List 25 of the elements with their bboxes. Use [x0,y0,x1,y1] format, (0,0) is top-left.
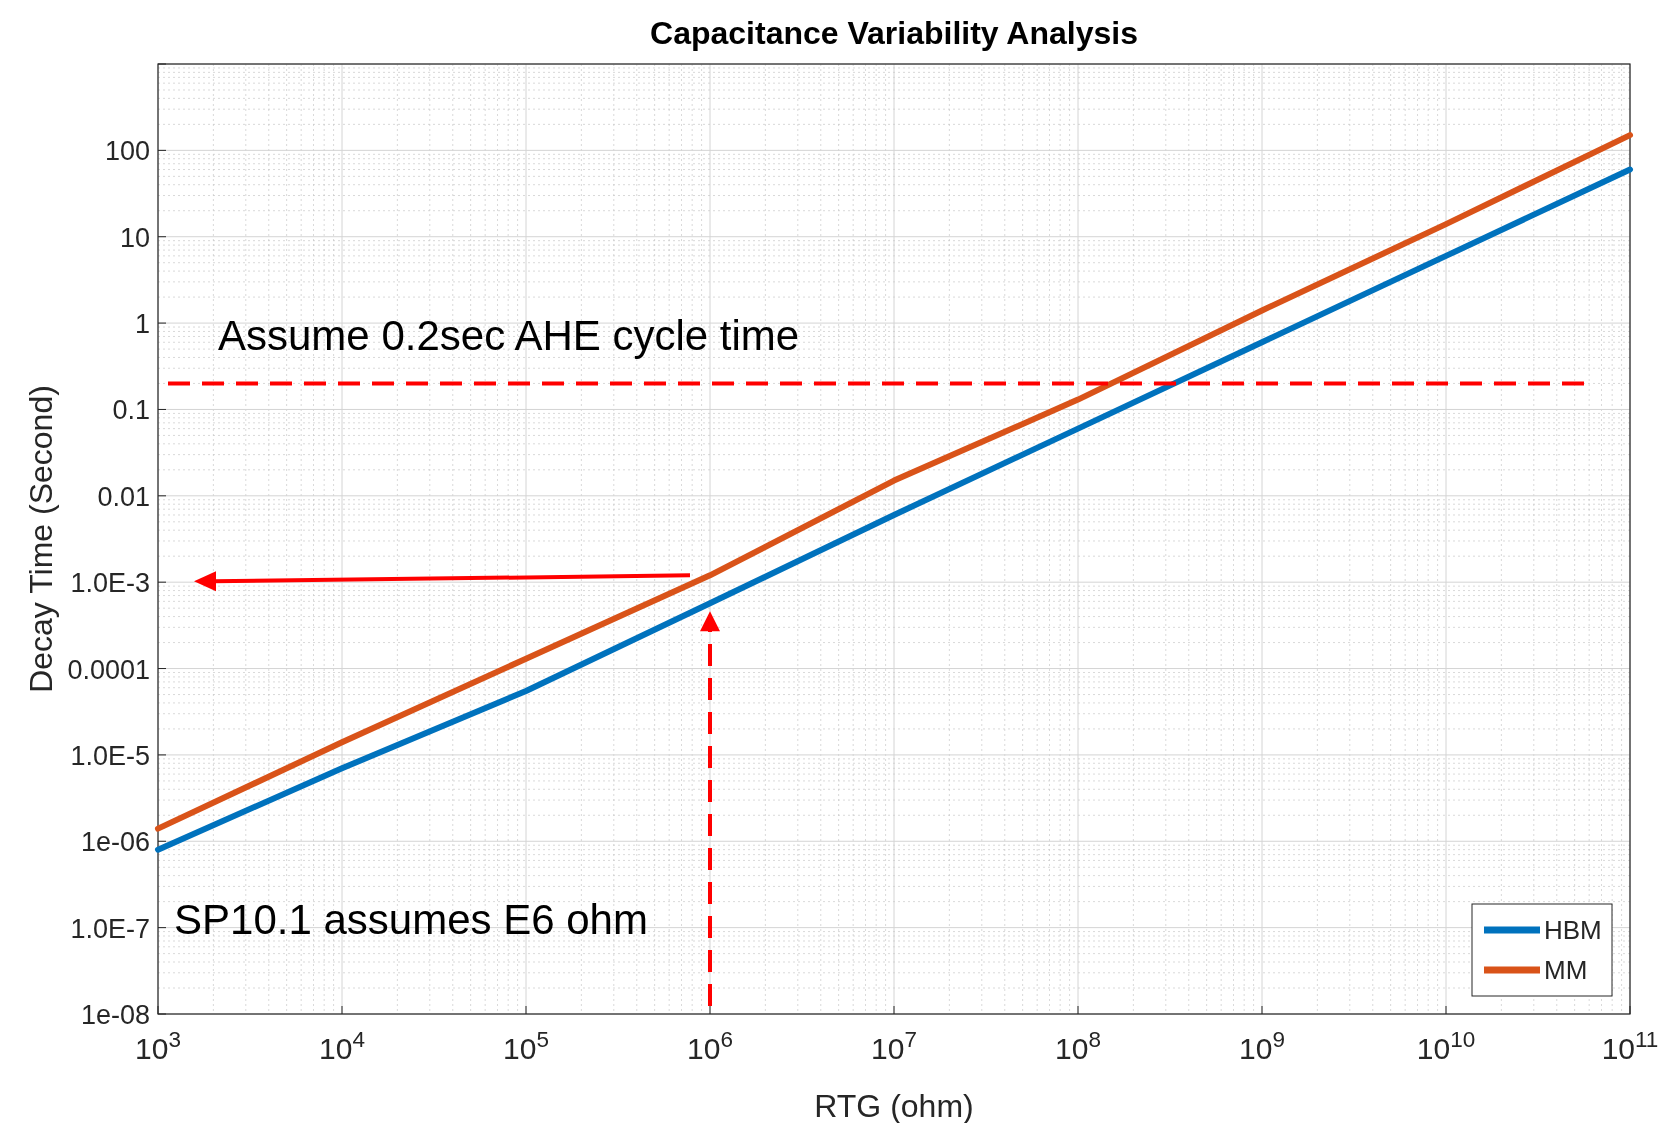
y-tick-label: 1.0E-3 [70,568,150,599]
x-tick-label: 10$^{5}$ [503,1026,549,1065]
x-tick-label: 10$^{10}$ [1416,1026,1476,1065]
x-tick-label: 10$^{4}$ [319,1026,365,1065]
legend-label: HBM [1544,915,1602,945]
y-tick-label: 10 [119,222,150,253]
x-tick-label: 10$^{9}$ [1239,1026,1285,1065]
y-tick-label: 1.0E-5 [70,740,150,771]
legend-label: MM [1544,955,1588,985]
x-tick-label: 10$^{8}$ [1055,1026,1101,1065]
x-axis-title: RTG (ohm) [814,1088,974,1124]
y-tick-label: 1e-06 [80,827,150,858]
y-axis-title: Decay Time (Second) [23,385,59,693]
ref-line-label: SP10.1 assumes E6 ohm [174,896,648,943]
y-tick-label: 0.01 [97,481,150,512]
chart-title: Capacitance Variability Analysis [650,15,1138,51]
y-tick-label: 0.1 [112,395,150,426]
y-tick-label: 1 [134,309,150,340]
x-tick-label: 10$^{7}$ [871,1026,917,1065]
x-tick-label: 10$^{11}$ [1601,1026,1659,1065]
ref-line-label: Assume 0.2sec AHE cycle time [218,312,800,360]
y-tick-label: 0.0001 [67,654,150,685]
y-tick-label: 100 [104,136,150,167]
y-tick-label: 1.0E-7 [70,913,150,944]
x-tick-label: 10$^{6}$ [687,1026,733,1065]
